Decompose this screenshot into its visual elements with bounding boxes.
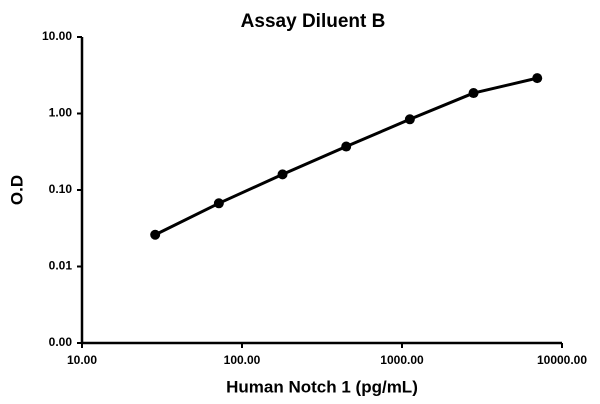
y-tick-label: 0.10 [49,182,73,196]
x-tick-label: 10.00 [67,353,97,367]
data-point [277,169,288,180]
data-line [154,76,538,237]
y-tick-label: 1.00 [49,106,73,120]
y-axis-title: O.D [7,175,26,205]
data-point [532,73,543,84]
x-tick-label: 100.00 [224,353,261,367]
data-point [468,88,479,99]
y-tick-label: 10.00 [42,29,72,43]
data-point [213,198,224,209]
x-tick-label: 10000.00 [537,353,587,367]
data-point [404,114,415,125]
y-tick-label: 0.01 [49,259,73,273]
y-tick-label: 0.00 [49,335,73,349]
x-tick-label: 1000.00 [380,353,424,367]
data-point [150,229,161,240]
data-point [341,141,352,152]
x-axis-title: Human Notch 1 (pg/mL) [226,377,418,396]
chart-title: Assay Diluent B [241,11,386,32]
